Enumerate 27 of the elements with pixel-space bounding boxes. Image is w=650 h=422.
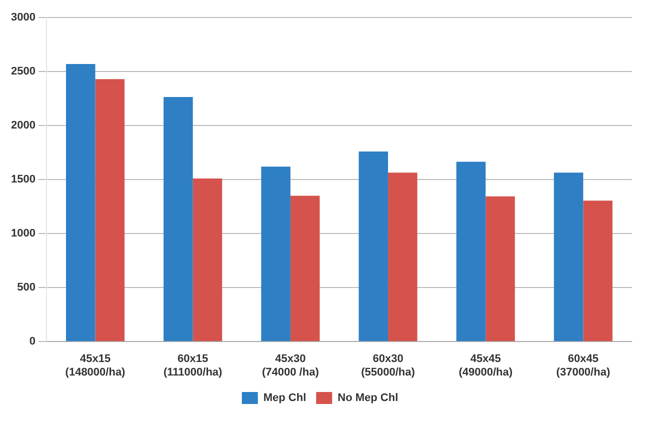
- legend-label: Mep Chl: [263, 392, 306, 404]
- bar: [583, 200, 612, 342]
- bar: [261, 166, 290, 342]
- x-tick-label: 45x45 (49000/ha): [458, 353, 513, 378]
- bar: [192, 178, 222, 342]
- bar: [486, 196, 515, 342]
- x-tick-label: 60x15 (111000/ha): [163, 353, 223, 378]
- x-tick-label: 45x30 (74000 /ha): [262, 353, 320, 378]
- bar: [358, 152, 388, 342]
- y-tick-label: 1500: [10, 174, 36, 186]
- y-tick-label: 2500: [10, 66, 36, 78]
- x-tick-label: 45x15 (148000/ha): [65, 353, 126, 378]
- bar: [388, 172, 418, 342]
- y-tick-label: 1000: [10, 228, 36, 240]
- x-tick-label: 60x30 (55000/ha): [361, 353, 416, 378]
- y-tick-label: 3000: [10, 12, 36, 24]
- bar: [66, 64, 96, 342]
- bar: [164, 96, 193, 342]
- y-tick-label: 2000: [10, 120, 36, 132]
- bar: [456, 162, 486, 342]
- legend-label: No Mep Chl: [338, 392, 398, 404]
- bar: [95, 79, 125, 342]
- bar: [290, 196, 320, 342]
- y-tick-label: 0: [29, 336, 36, 348]
- bar: [554, 172, 584, 342]
- x-tick-label: 60x45 (37000/ha): [556, 353, 610, 378]
- y-tick-label: 500: [17, 282, 36, 294]
